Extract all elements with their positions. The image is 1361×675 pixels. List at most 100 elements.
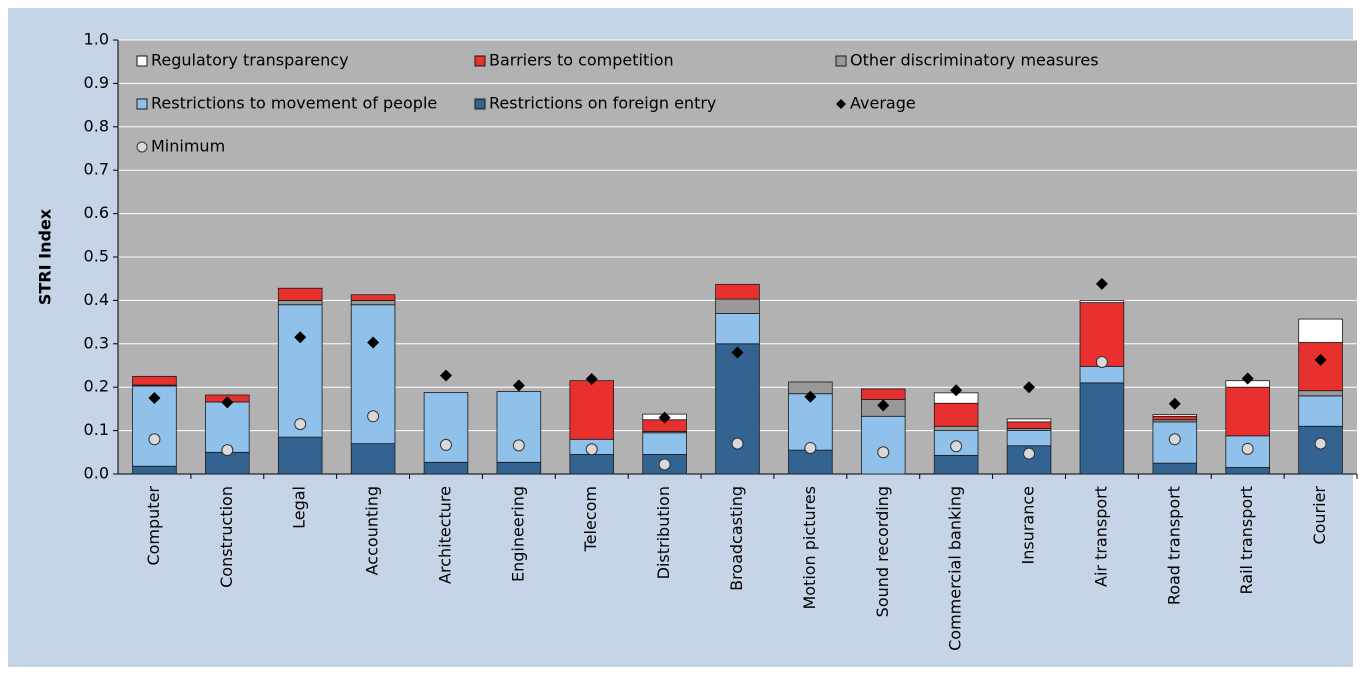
x-tick-label: Motion pictures (800, 486, 819, 610)
bar-segment (350, 304, 396, 445)
legend-swatch (136, 55, 148, 67)
bar-segment (277, 436, 323, 475)
bar-segment (933, 425, 979, 432)
legend-label: Other discriminatory measures (850, 51, 1099, 70)
bar-segment (861, 415, 906, 475)
average-marker (439, 369, 452, 382)
bar-segment (132, 375, 177, 386)
legend-label: Minimum (151, 137, 225, 156)
minimum-marker (1023, 447, 1036, 460)
bar-segment (1152, 415, 1198, 421)
bar-segment (569, 454, 615, 475)
x-tick-label: Engineering (508, 486, 527, 582)
bar-segment (1079, 365, 1125, 384)
y-tick-label: 0.1 (84, 420, 109, 439)
legend-swatch (474, 98, 486, 110)
legend-label: Barriers to competition (489, 51, 674, 70)
bar-segment (1079, 382, 1125, 475)
bar-segment (277, 299, 323, 306)
average-marker (585, 372, 598, 385)
legend-swatch (474, 55, 486, 67)
bar-segment (715, 298, 760, 314)
x-tick-label: Rail transport (1237, 486, 1256, 594)
minimum-marker (148, 433, 161, 446)
y-tick-label: 0.6 (84, 203, 109, 222)
bar-segment (1298, 425, 1343, 475)
bar-segment (1152, 414, 1198, 417)
average-marker (1168, 397, 1181, 410)
bar-segment (1298, 395, 1343, 427)
y-axis-label: STRI Index (36, 208, 55, 305)
bar-segment (350, 443, 396, 475)
x-tick-label: Commercial banking (946, 486, 965, 651)
bar-segment (496, 461, 542, 475)
x-tick-label: Air transport (1091, 486, 1110, 587)
bar-segment (715, 313, 760, 345)
bar-segment (1225, 467, 1270, 475)
average-marker (1023, 381, 1036, 394)
bar-segment (1006, 421, 1052, 429)
bar-segment (350, 294, 396, 301)
bar-segment (569, 380, 615, 440)
legend-label: Restrictions to movement of people (151, 94, 437, 113)
y-tick-label: 0.0 (84, 464, 109, 483)
average-marker (658, 411, 671, 424)
legend-label: Average (850, 94, 916, 113)
minimum-marker (439, 438, 452, 451)
minimum-marker (221, 444, 234, 457)
y-tick-label: 0.4 (84, 290, 109, 309)
bar-segment (642, 432, 687, 455)
bar-segment (277, 287, 323, 301)
minimum-marker (585, 443, 598, 456)
bar-segment (496, 391, 542, 463)
minimum-marker (877, 446, 890, 459)
bar-segment (715, 343, 760, 475)
average-marker (804, 390, 817, 403)
legend-swatch (835, 55, 847, 67)
x-tick-label: Broadcasting (727, 486, 746, 591)
y-tick-label: 1.0 (84, 30, 109, 49)
y-tick-label: 0.3 (84, 333, 109, 352)
x-tick-label: Road transport (1164, 486, 1183, 605)
bar-segment (933, 454, 979, 475)
x-tick-label: Courier (1310, 486, 1329, 545)
average-marker (731, 346, 744, 359)
bar-segment (861, 388, 906, 400)
y-tick-label: 0.7 (84, 160, 109, 179)
bar-segment (1006, 418, 1052, 423)
x-tick-label: Accounting (363, 486, 382, 575)
legend-label: Restrictions on foreign entry (489, 94, 716, 113)
minimum-marker (512, 439, 525, 452)
average-marker (148, 392, 161, 405)
x-tick-label: Construction (217, 486, 236, 588)
average-marker (367, 336, 380, 349)
x-tick-label: Architecture (435, 486, 454, 584)
minimum-marker (294, 418, 307, 431)
legend-swatch (136, 98, 148, 110)
y-tick-label: 0.2 (84, 377, 109, 396)
legend-marker (836, 99, 846, 109)
minimum-marker (1314, 437, 1327, 450)
bar-segment (423, 461, 469, 475)
bar-segment (1225, 386, 1270, 437)
average-marker (1241, 372, 1254, 385)
average-marker (294, 331, 307, 344)
legend-label: Regulatory transparency (151, 51, 349, 70)
x-tick-label: Sound recording (873, 486, 892, 617)
bar-segment (788, 393, 833, 451)
bar-segment (933, 402, 979, 427)
bar-segment (1298, 390, 1343, 397)
average-marker (950, 384, 963, 397)
bar-segment (423, 392, 469, 463)
bar-segment (715, 283, 760, 300)
minimum-marker (804, 441, 817, 454)
bar-segment (1006, 430, 1052, 447)
bar-segment (350, 299, 396, 306)
average-marker (1095, 277, 1108, 290)
minimum-marker (658, 458, 671, 471)
average-marker (877, 399, 890, 412)
x-tick-label: Insurance (1019, 486, 1038, 565)
x-tick-label: Legal (290, 486, 309, 529)
y-tick-label: 0.5 (84, 247, 109, 266)
